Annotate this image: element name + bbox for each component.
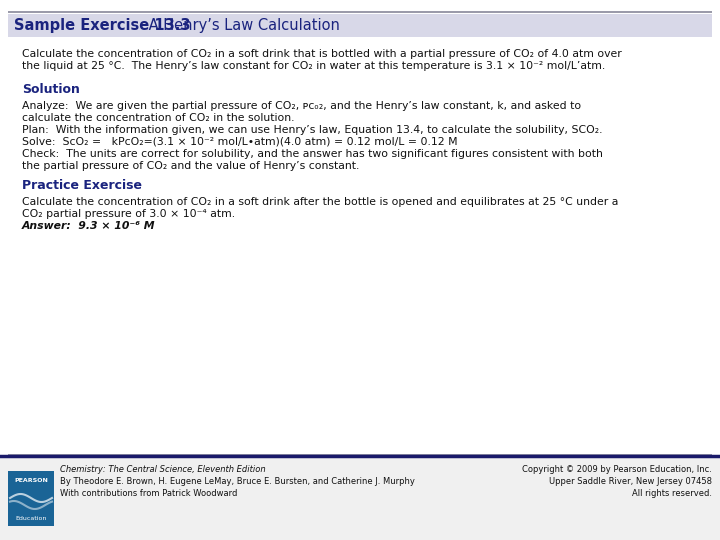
Text: the partial pressure of CO₂ and the value of Henry’s constant.: the partial pressure of CO₂ and the valu… xyxy=(22,161,359,171)
Text: Solve:  SᴄO₂ =   kPᴄO₂=(3.1 × 10⁻² mol/L•atm)(4.0 atm) = 0.12 mol/L = 0.12 M: Solve: SᴄO₂ = kPᴄO₂=(3.1 × 10⁻² mol/L•at… xyxy=(22,137,458,147)
Text: Answer:  9.3 × 10⁻⁶ M: Answer: 9.3 × 10⁻⁶ M xyxy=(22,221,156,231)
Text: Solution: Solution xyxy=(22,83,80,96)
Text: All rights reserved.: All rights reserved. xyxy=(632,489,712,498)
Text: Education: Education xyxy=(15,516,47,521)
Text: By Theodore E. Brown, H. Eugene LeMay, Bruce E. Bursten, and Catherine J. Murphy: By Theodore E. Brown, H. Eugene LeMay, B… xyxy=(60,477,415,486)
Text: Upper Saddle River, New Jersey 07458: Upper Saddle River, New Jersey 07458 xyxy=(549,477,712,486)
Text: CO₂ partial pressure of 3.0 × 10⁻⁴ atm.: CO₂ partial pressure of 3.0 × 10⁻⁴ atm. xyxy=(22,209,235,219)
Text: Plan:  With the information given, we can use Henry’s law, Equation 13.4, to cal: Plan: With the information given, we can… xyxy=(22,125,603,135)
Bar xyxy=(0,456,720,540)
Text: With contributions from Patrick Woodward: With contributions from Patrick Woodward xyxy=(60,489,238,498)
Bar xyxy=(8,14,712,37)
Text: Chemistry: The Central Science, Eleventh Edition: Chemistry: The Central Science, Eleventh… xyxy=(60,465,266,474)
Text: Calculate the concentration of CO₂ in a soft drink that is bottled with a partia: Calculate the concentration of CO₂ in a … xyxy=(22,49,622,59)
Text: Calculate the concentration of CO₂ in a soft drink after the bottle is opened an: Calculate the concentration of CO₂ in a … xyxy=(22,197,618,207)
Text: calculate the concentration of CO₂ in the solution.: calculate the concentration of CO₂ in th… xyxy=(22,113,294,123)
Text: PEARSON: PEARSON xyxy=(14,477,48,483)
Text: A Henry’s Law Calculation: A Henry’s Law Calculation xyxy=(144,18,340,33)
Text: Analyze:  We are given the partial pressure of CO₂, ᴘᴄₒ₂, and the Henry’s law co: Analyze: We are given the partial pressu… xyxy=(22,101,581,111)
Text: Sample Exercise 13.3: Sample Exercise 13.3 xyxy=(14,18,191,33)
Text: Practice Exercise: Practice Exercise xyxy=(22,179,142,192)
Text: Check:  The units are correct for solubility, and the answer has two significant: Check: The units are correct for solubil… xyxy=(22,149,603,159)
Text: Copyright © 2009 by Pearson Education, Inc.: Copyright © 2009 by Pearson Education, I… xyxy=(522,465,712,474)
Bar xyxy=(8,471,54,526)
Text: the liquid at 25 °C.  The Henry’s law constant for CO₂ in water at this temperat: the liquid at 25 °C. The Henry’s law con… xyxy=(22,61,606,71)
